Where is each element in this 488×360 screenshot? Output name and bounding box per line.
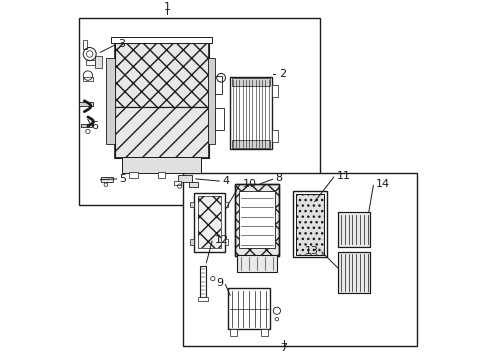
Bar <box>337 252 370 293</box>
Text: 8: 8 <box>275 173 282 183</box>
Bar <box>183 173 416 346</box>
Bar <box>129 172 138 178</box>
Bar <box>115 43 208 107</box>
Bar <box>101 177 113 182</box>
Bar <box>95 56 102 68</box>
Text: 13: 13 <box>304 246 318 256</box>
Bar <box>224 239 228 245</box>
Bar <box>230 77 271 149</box>
Bar <box>115 43 208 158</box>
Text: 14: 14 <box>375 179 389 189</box>
Bar <box>82 40 87 49</box>
Bar <box>86 60 95 65</box>
Bar <box>178 175 192 182</box>
Bar <box>111 37 212 43</box>
Bar <box>272 85 277 97</box>
Bar <box>81 124 92 127</box>
Bar <box>79 102 92 106</box>
Text: 4: 4 <box>222 176 229 186</box>
Bar <box>260 329 267 336</box>
Bar <box>237 255 276 272</box>
Bar <box>337 212 370 247</box>
Bar <box>231 140 269 148</box>
Bar <box>235 184 278 256</box>
Text: 9: 9 <box>215 278 223 288</box>
Text: 2: 2 <box>278 69 285 79</box>
Bar <box>337 212 370 247</box>
Bar <box>197 196 221 248</box>
Text: 12: 12 <box>215 235 229 245</box>
Bar <box>295 194 324 255</box>
Text: 5: 5 <box>119 174 126 184</box>
Bar <box>197 196 221 248</box>
Bar <box>82 77 93 81</box>
Bar <box>295 194 324 255</box>
Text: 6: 6 <box>91 121 98 131</box>
Bar <box>231 78 269 86</box>
Bar <box>224 202 228 207</box>
Bar <box>215 108 224 130</box>
Bar <box>235 184 278 256</box>
Bar <box>228 288 269 329</box>
Bar <box>194 193 224 252</box>
Text: 1: 1 <box>163 2 170 12</box>
Bar <box>208 58 215 144</box>
Bar <box>189 239 194 245</box>
Bar <box>106 58 115 144</box>
Bar <box>122 157 201 173</box>
Text: 10: 10 <box>242 179 256 189</box>
Bar <box>158 172 165 178</box>
Bar <box>79 18 320 205</box>
Bar <box>230 329 237 336</box>
Bar <box>337 252 370 293</box>
Bar <box>174 181 181 185</box>
Text: 11: 11 <box>336 171 350 181</box>
Text: 3: 3 <box>118 39 124 49</box>
Bar <box>189 202 194 207</box>
Bar <box>188 182 197 187</box>
Bar <box>115 107 208 158</box>
Bar <box>272 130 277 142</box>
Bar <box>198 297 207 301</box>
Bar <box>215 76 222 94</box>
Bar <box>292 191 326 257</box>
Text: 7: 7 <box>280 343 287 353</box>
Bar <box>200 266 206 297</box>
Bar <box>239 191 275 248</box>
